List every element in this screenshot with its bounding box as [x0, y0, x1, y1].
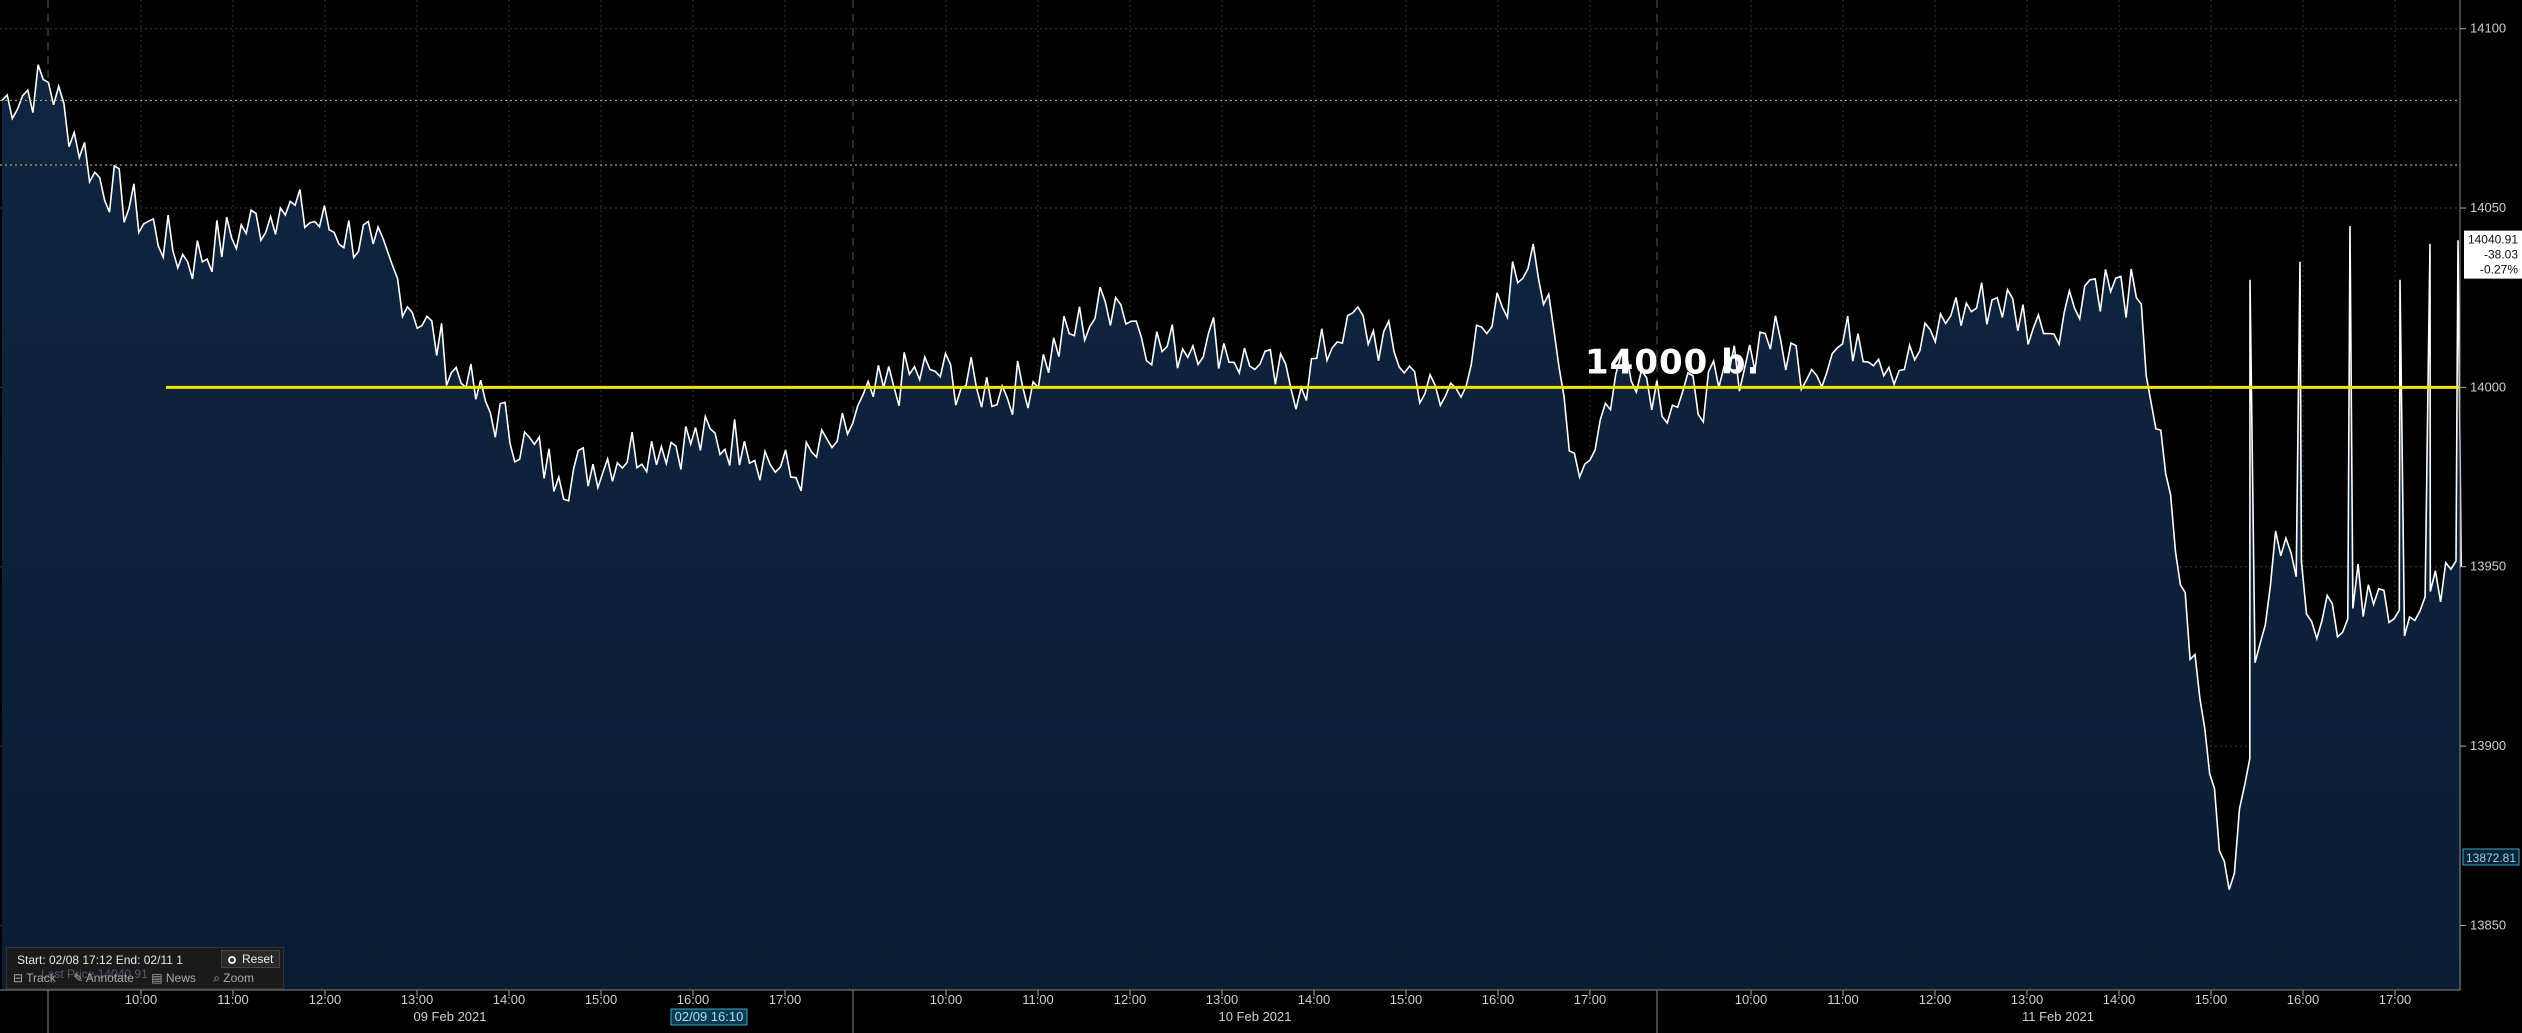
y-tick-label: 14100 [2470, 21, 2506, 36]
x-tick-label: 10:00 [1735, 992, 1768, 1007]
news-button[interactable]: ▤ News [151, 971, 196, 985]
x-tick-label: 15:00 [585, 992, 618, 1007]
x-tick-label: 14:00 [2103, 992, 2136, 1007]
x-tick-label: 13:00 [401, 992, 434, 1007]
x-tick-label: 12:00 [309, 992, 342, 1007]
toolbar-row: ⊟ Track ✎ Annotate ▤ News ⌕ Zoom [13, 971, 268, 986]
last-value-label: 14040.91 [2468, 233, 2518, 247]
x-tick-label: 17:00 [1574, 992, 1607, 1007]
x-tick-label: 10:00 [125, 992, 158, 1007]
x-tick-label: 11:00 [1022, 992, 1054, 1007]
y-tick-label: 14000 [2470, 379, 2506, 394]
track-button[interactable]: ⊟ Track [13, 971, 56, 985]
price-line [1, 64, 2462, 890]
y-tick-label: 14050 [2470, 200, 2506, 215]
x-axis-band [0, 990, 2522, 1033]
zoom-button[interactable]: ⌕ Zoom [213, 971, 254, 985]
date-label: 10 Feb 2021 [1218, 1009, 1291, 1024]
last-value-box [2464, 230, 2522, 279]
x-axis: 10:00 11:00 12:00 13:00 14:00 15:00 16:00 17:00… [0, 989, 2522, 1033]
x-tick-label: 15:00 [2195, 992, 2228, 1007]
range-label: Start: 02/08 17:12 End: 02/11 1 [17, 953, 183, 967]
x-tick-label: 16:00 [1482, 992, 1515, 1007]
date-label: 11 Feb 2021 [2022, 1009, 2094, 1024]
last-price-ghost: Last Price 14040.91 [41, 967, 148, 981]
date-label: 09 Feb 2021 [413, 1009, 486, 1024]
low-marker-box [2462, 848, 2520, 866]
x-tick-label: 13:00 [1206, 992, 1239, 1007]
x-tick-label: 10:00 [930, 992, 963, 1007]
x-tick-label: 15:00 [1390, 992, 1423, 1007]
y-tick-label: 13850 [2470, 917, 2506, 932]
y-tick-label: 13950 [2470, 559, 2506, 574]
y-axis: 14100 14050 14000 13950 13900 13850 14040.91-3… [2459, 0, 2522, 990]
y-tick-label: 13900 [2470, 738, 2506, 753]
annotate-button[interactable]: ✎ Annotate [73, 971, 134, 985]
x-tick-label: 14:00 [1298, 992, 1331, 1007]
x-tick-label: 11:00 [217, 992, 249, 1007]
reset-icon [228, 956, 236, 964]
x-tick-label: 16:00 [2287, 992, 2320, 1007]
cursor-date-label: 02/09 16:10 [675, 1009, 744, 1024]
overlays: 14000 b. [0, 99, 2460, 389]
low-marker-label: 13872.81 [2466, 851, 2516, 865]
x-tick-label: 14:00 [493, 992, 526, 1007]
reset-button[interactable]: Reset [221, 950, 281, 968]
cursor-date-box [670, 1008, 748, 1026]
chart-controls: Start: 02/08 17:12 End: 02/11 1 Last Pri… [6, 947, 284, 989]
x-tick-label: 17:00 [2379, 992, 2412, 1007]
annotation-label: 14000 b. [1585, 342, 1760, 382]
x-tick-label: 12:00 [1919, 992, 1952, 1007]
x-tick-label: 17:00 [769, 992, 802, 1007]
last-value-label: -0.27% [2480, 263, 2518, 277]
x-tick-label: 13:00 [2011, 992, 2044, 1007]
x-tick-label: 11:00 [1827, 992, 1859, 1007]
x-tick-label: 12:00 [1114, 992, 1147, 1007]
last-value-label: -38.03 [2484, 248, 2518, 262]
x-tick-label: 16:00 [677, 992, 710, 1007]
price-area [2, 64, 2462, 990]
